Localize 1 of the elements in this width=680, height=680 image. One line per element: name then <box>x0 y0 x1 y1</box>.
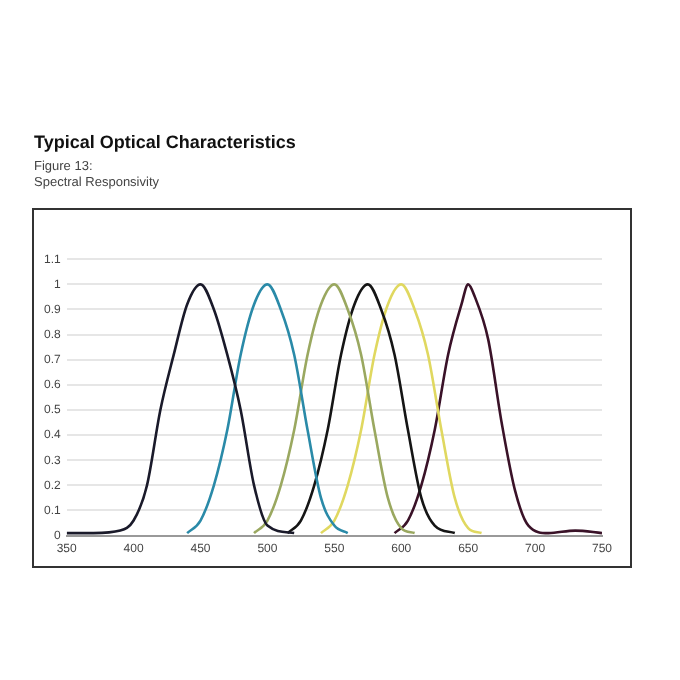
chart-title: Typical Optical Characteristics <box>34 132 296 152</box>
